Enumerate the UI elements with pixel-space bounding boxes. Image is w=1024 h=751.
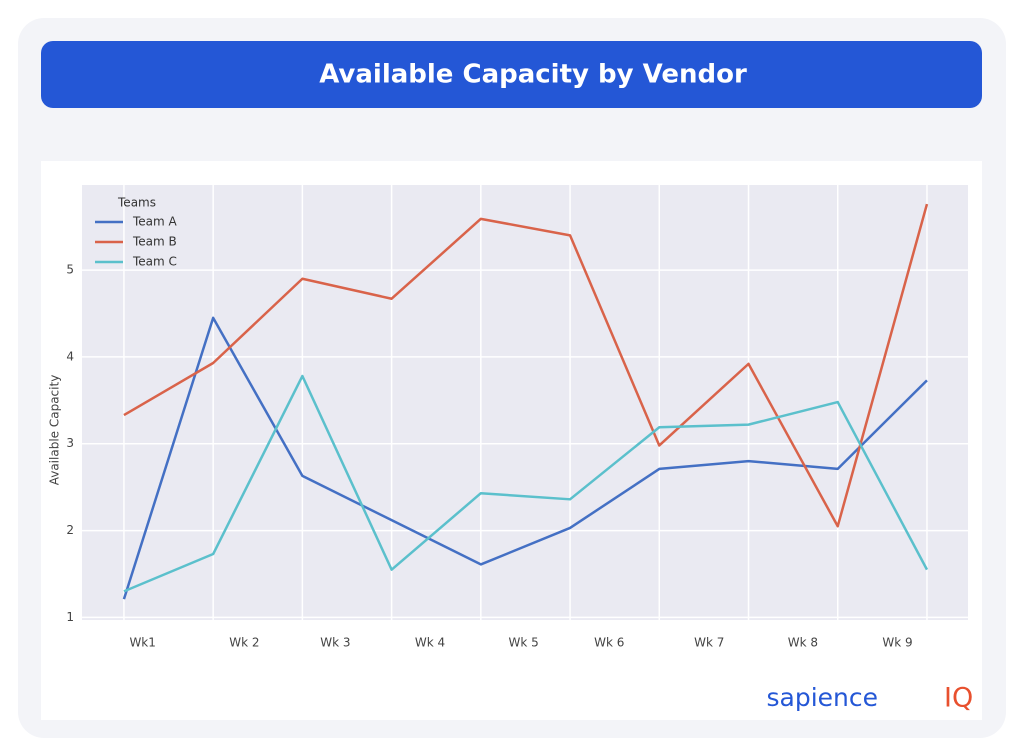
x-tick-label: Wk 6	[594, 636, 624, 650]
series-line	[122, 316, 928, 600]
legend-label: Team C	[132, 255, 177, 269]
legend-title: Teams	[117, 196, 156, 210]
chart-title: Available Capacity by Vendor	[319, 60, 747, 90]
x-tick-label: Wk 7	[694, 636, 724, 650]
x-tick-label: Wk1	[129, 636, 155, 650]
brand-name: sapience	[766, 683, 878, 712]
x-tick-label: Wk 2	[229, 636, 259, 650]
x-tick-label: Wk 9	[882, 636, 912, 650]
x-tick-label: Wk 5	[509, 636, 539, 650]
legend-label: Team A	[132, 215, 178, 229]
y-tick-label: 4	[66, 349, 74, 363]
x-tick-label: Wk 4	[415, 636, 445, 650]
brand-mark: IQ	[944, 683, 973, 714]
header-bar	[41, 41, 982, 108]
y-axis-label: Available Capacity	[48, 375, 62, 486]
series-line	[123, 374, 929, 593]
y-tick-label: 2	[66, 523, 74, 537]
y-tick-label: 3	[66, 436, 74, 450]
y-tick-label: 5	[66, 263, 74, 277]
y-tick-label: 1	[66, 610, 74, 624]
legend-label: Team B	[132, 235, 177, 249]
series-line	[123, 203, 929, 528]
x-tick-label: Wk 8	[788, 636, 818, 650]
x-tick-label: Wk 3	[320, 636, 350, 650]
